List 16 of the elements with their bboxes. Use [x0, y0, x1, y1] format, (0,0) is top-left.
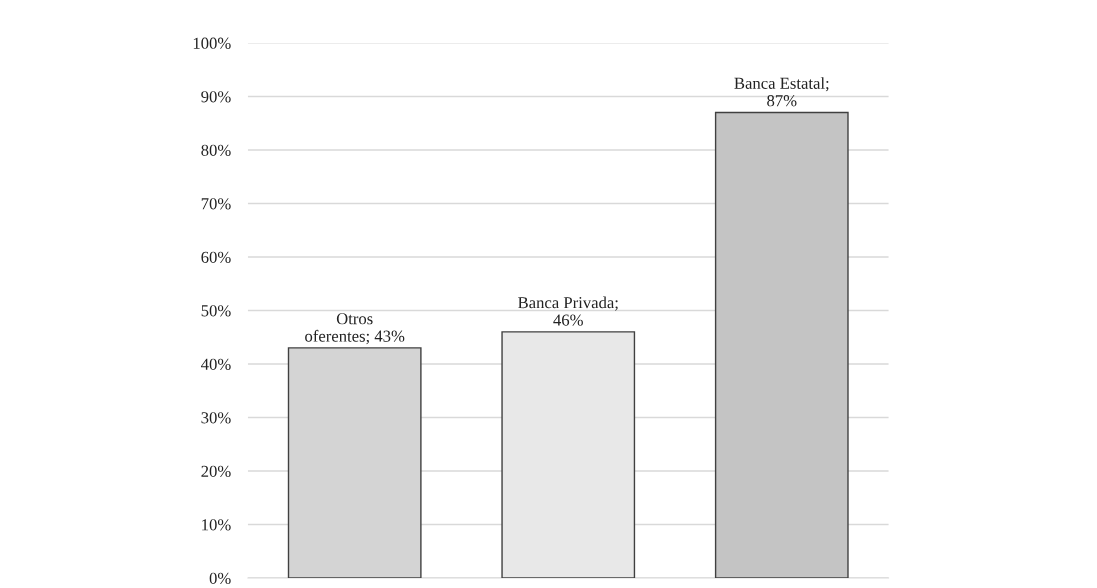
bar: [714, 111, 849, 578]
y-tick-label: 10%: [202, 519, 231, 531]
data-label: Banca Estatal; 87%: [734, 77, 829, 107]
y-tick-label: 50%: [201, 305, 231, 317]
y-tick-label: 80%: [201, 144, 231, 156]
y-tick-label: 0%: [209, 572, 231, 585]
y-tick-label: 100%: [193, 37, 231, 49]
y-tick-label: 30%: [201, 412, 231, 424]
data-label: Otros oferentes; 43%: [305, 313, 405, 345]
y-tick-label: 20%: [201, 465, 231, 477]
y-tick-label: 60%: [201, 251, 231, 263]
y-tick-label: 40%: [201, 358, 231, 370]
y-tick-label: 90%: [201, 91, 231, 103]
data-label: Banca Privada; 46%: [518, 296, 618, 326]
bar: [501, 331, 636, 578]
y-tick-label: 70%: [201, 198, 231, 210]
